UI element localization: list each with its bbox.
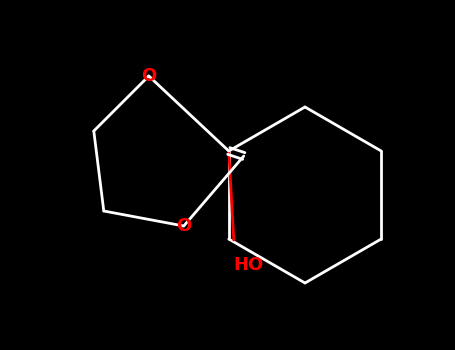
- Text: HO: HO: [234, 256, 264, 274]
- Text: O: O: [141, 67, 157, 85]
- Text: O: O: [176, 217, 192, 235]
